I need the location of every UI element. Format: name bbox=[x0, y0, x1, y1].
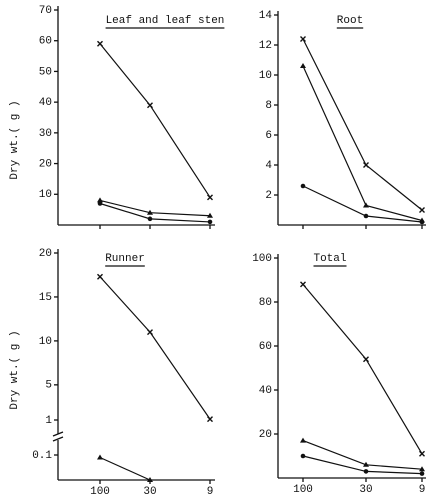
x-tick-label: 9 bbox=[419, 484, 426, 494]
axis-break bbox=[52, 431, 64, 437]
marker-triangle bbox=[300, 63, 306, 68]
y-tick-label: 50 bbox=[39, 66, 52, 78]
y-tick-label: 30 bbox=[39, 128, 52, 140]
marker-circle bbox=[300, 183, 306, 189]
x-tick-label: 100 bbox=[90, 486, 110, 494]
marker-x bbox=[300, 36, 306, 42]
y-tick-label: 4 bbox=[265, 160, 272, 172]
marker-x bbox=[300, 281, 306, 288]
marker-x bbox=[207, 416, 213, 423]
x-tick-label: 100 bbox=[293, 484, 313, 494]
y-tick-label: 10 bbox=[39, 189, 52, 201]
marker-triangle bbox=[97, 197, 103, 203]
y-tick-label: 80 bbox=[259, 297, 272, 309]
panel-title: Leaf and leaf sten bbox=[106, 15, 225, 27]
marker-circle bbox=[147, 216, 153, 222]
marker-x bbox=[207, 194, 213, 201]
panel-title: Root bbox=[337, 15, 363, 27]
y-tick-label: 10 bbox=[39, 336, 52, 348]
marker-x bbox=[97, 273, 103, 280]
y-tick-label: 6 bbox=[265, 130, 272, 142]
marker-triangle bbox=[207, 212, 213, 218]
y-tick-label: 60 bbox=[39, 36, 52, 48]
y-tick-label: 20 bbox=[39, 248, 52, 260]
marker-triangle bbox=[300, 437, 306, 443]
marker-circle bbox=[419, 471, 425, 476]
marker-triangle bbox=[147, 209, 153, 215]
marker-circle bbox=[207, 219, 213, 225]
y-tick-label: 60 bbox=[259, 341, 272, 353]
marker-x bbox=[147, 102, 153, 109]
y-tick-label: 15 bbox=[39, 292, 52, 304]
y-tick-label: 12 bbox=[259, 40, 272, 52]
y-tick-label: 20 bbox=[259, 429, 272, 441]
y-tick-label: 10 bbox=[259, 70, 272, 82]
marker-x bbox=[147, 329, 153, 336]
y-axis-label: Dry wt.( g ) bbox=[9, 330, 21, 409]
panel-title: Total bbox=[313, 253, 346, 265]
y-tick-label: 100 bbox=[252, 253, 272, 265]
y-tick-label: 0.1 bbox=[32, 450, 52, 462]
x-tick-label: 30 bbox=[143, 486, 156, 494]
y-tick-label: 8 bbox=[265, 100, 272, 112]
x-tick-label: 30 bbox=[359, 484, 372, 494]
y-tick-label: 14 bbox=[259, 10, 273, 22]
y-tick-label: 1 bbox=[45, 415, 52, 427]
marker-circle bbox=[363, 213, 369, 219]
y-tick-label: 5 bbox=[45, 380, 52, 392]
marker-circle bbox=[419, 219, 425, 225]
series-line bbox=[99, 456, 151, 481]
y-tick-label: 20 bbox=[39, 158, 52, 170]
marker-triangle bbox=[419, 466, 425, 472]
axis-break bbox=[52, 436, 64, 442]
panel-title: Runner bbox=[105, 253, 145, 265]
marker-x bbox=[363, 356, 369, 363]
marker-triangle bbox=[363, 461, 369, 467]
y-tick-label: 70 bbox=[39, 5, 52, 17]
marker-circle bbox=[300, 453, 306, 459]
axis-break-gap bbox=[54, 434, 62, 440]
y-tick-label: 2 bbox=[265, 190, 272, 202]
y-tick-label: 40 bbox=[39, 97, 52, 109]
marker-x bbox=[419, 450, 425, 457]
marker-circle bbox=[363, 469, 369, 474]
marker-circle bbox=[97, 201, 103, 206]
y-tick-label: 40 bbox=[259, 385, 272, 397]
y-axis-label: Dry wt.( g ) bbox=[9, 100, 21, 179]
marker-x bbox=[97, 40, 103, 47]
marker-x bbox=[363, 162, 369, 168]
x-tick-label: 9 bbox=[207, 486, 214, 494]
marker-triangle bbox=[147, 477, 153, 482]
marker-triangle bbox=[363, 202, 369, 208]
marker-triangle bbox=[97, 454, 103, 460]
marker-x bbox=[419, 207, 425, 213]
